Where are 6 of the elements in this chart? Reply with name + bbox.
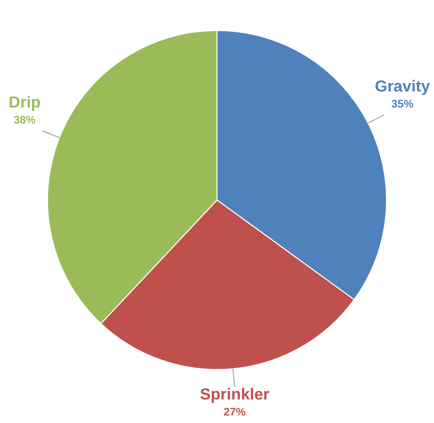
slice-label: Sprinkler bbox=[200, 386, 270, 404]
slice-label: Gravity bbox=[374, 78, 430, 96]
slice-label: Drip bbox=[8, 94, 41, 112]
data-label: 38% bbox=[14, 114, 36, 127]
data-label: 35% bbox=[391, 98, 414, 110]
data-label: 27% bbox=[224, 406, 246, 419]
